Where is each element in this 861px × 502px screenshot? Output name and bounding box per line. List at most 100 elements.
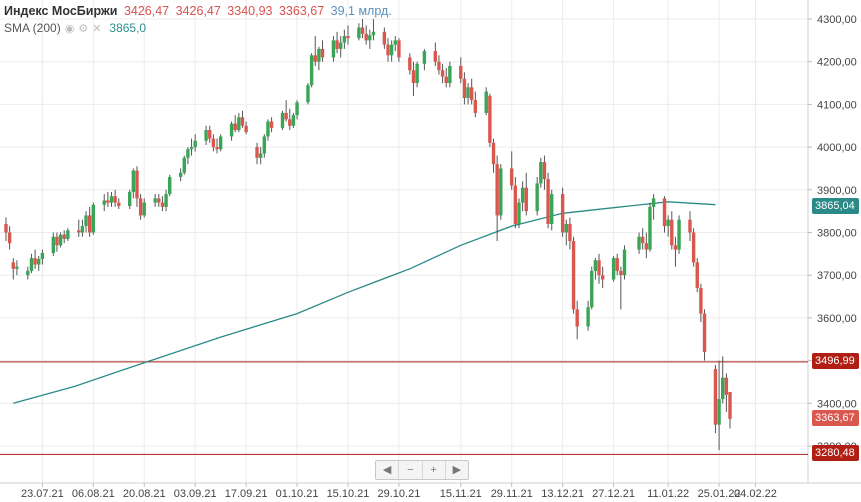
candle (382, 27, 387, 49)
candle (15, 260, 19, 276)
y-tick-label: 3800,00 (817, 228, 857, 240)
candle-body (440, 70, 445, 77)
candle (164, 189, 168, 212)
candle (320, 40, 325, 62)
candle (619, 266, 623, 310)
candle (255, 142, 259, 165)
candle-body (258, 153, 263, 158)
candle (106, 191, 110, 207)
zoom-out-button[interactable]: − (399, 461, 423, 479)
candle-body (702, 313, 707, 353)
candle-body (55, 236, 59, 246)
candle (37, 255, 41, 271)
x-tick-label: 15.10.21 (327, 488, 370, 500)
horizontal-levels[interactable] (0, 361, 808, 455)
candle-body (160, 202, 165, 207)
candle (237, 112, 241, 133)
candle-body (109, 196, 114, 203)
candle (309, 53, 314, 88)
candle-body (397, 40, 401, 58)
candle-body (320, 48, 325, 58)
candle-body (331, 40, 336, 58)
candle (66, 228, 70, 242)
candle (84, 211, 88, 233)
x-tick-label: 03.09.21 (174, 488, 217, 500)
candle-body (615, 258, 619, 271)
candle (211, 134, 216, 152)
zoom-in-button[interactable]: + (423, 461, 446, 479)
y-tick-label: 3900,00 (817, 185, 857, 197)
candle-body (317, 48, 321, 62)
candle (437, 55, 441, 75)
candle (473, 91, 478, 118)
candle-body (262, 136, 267, 154)
last-price-tag: 3363,67 (812, 410, 859, 426)
candle (644, 232, 649, 259)
candle (550, 189, 554, 231)
candle (462, 72, 467, 105)
candle (648, 202, 652, 252)
x-tick-label: 29.11.21 (491, 488, 533, 500)
candle (178, 168, 183, 182)
candle-body (186, 149, 190, 158)
candle-body (677, 219, 681, 250)
candle (662, 196, 667, 233)
scroll-left-button[interactable]: ◀ (376, 461, 400, 479)
grid (0, 0, 808, 483)
y-tick-label: 4100,00 (817, 99, 857, 111)
close-icon[interactable]: ✕ (92, 22, 102, 35)
candle-body (699, 288, 703, 314)
x-tick-label: 06.08.21 (72, 488, 115, 500)
candle (339, 36, 343, 58)
sma-label: SMA (200) (4, 21, 61, 35)
candle (368, 29, 372, 49)
scroll-right-button[interactable]: ▶ (452, 464, 462, 476)
candle-body (564, 223, 568, 233)
candle-body (368, 35, 372, 41)
candle-body (102, 200, 106, 205)
candle-body (473, 100, 478, 113)
candle (80, 219, 85, 237)
candle-body (138, 198, 143, 216)
candle (91, 202, 96, 235)
candle-body (491, 142, 496, 165)
candle-body (640, 236, 645, 244)
candle-body (280, 112, 285, 128)
candle (586, 300, 590, 331)
candle-body (648, 206, 652, 250)
candle (51, 232, 55, 256)
candle-body (411, 70, 416, 84)
candle (262, 134, 267, 158)
candle (495, 155, 499, 242)
candle (313, 36, 317, 66)
gear-icon[interactable]: ⚙ (78, 22, 89, 35)
candle-body (335, 40, 339, 49)
candle-body (364, 33, 368, 41)
eye-icon[interactable]: ◉ (64, 22, 75, 35)
candle-body (295, 102, 299, 116)
candle-body (469, 87, 474, 101)
candle (346, 25, 350, 45)
x-tick-label: 15.11.21 (440, 488, 482, 500)
candle-body (611, 258, 616, 280)
candle-body (135, 170, 139, 199)
candle (440, 63, 445, 84)
candle-body (644, 243, 649, 250)
candle (127, 189, 132, 210)
candle (564, 219, 568, 246)
candle (218, 134, 223, 152)
candle (291, 112, 296, 128)
candle-body (29, 258, 34, 271)
candle-body (208, 130, 212, 139)
candle (637, 232, 641, 254)
candle-body (517, 202, 521, 224)
candle (62, 230, 66, 244)
candle (517, 198, 521, 229)
candle-body (444, 76, 448, 84)
y-tick-label: 3400,00 (817, 398, 857, 410)
candle-body (382, 31, 387, 45)
candle (433, 42, 438, 66)
candle-body (306, 85, 310, 103)
